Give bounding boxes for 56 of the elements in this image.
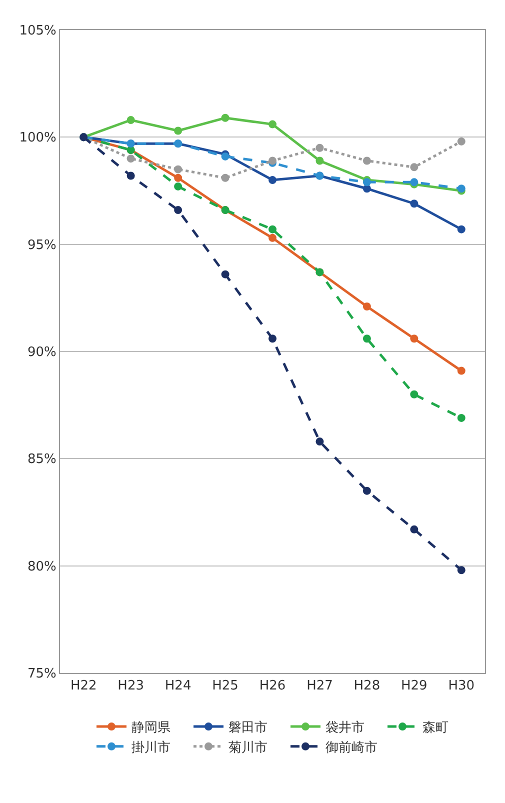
point	[457, 414, 466, 422]
y-tick-label: 80%	[27, 559, 56, 574]
x-tick-label: H22	[70, 678, 97, 694]
point	[362, 302, 371, 310]
point	[316, 438, 324, 446]
point	[126, 154, 135, 163]
point	[174, 126, 182, 135]
point	[457, 137, 466, 146]
y-tick-label: 100%	[19, 130, 56, 146]
legend-label: 袋井市	[326, 720, 364, 736]
x-tick-label: H26	[259, 678, 286, 694]
x-tick-label: H23	[118, 678, 144, 694]
point	[410, 200, 418, 208]
y-tick-label: 90%	[27, 345, 56, 360]
y-tick-label: 95%	[27, 238, 56, 253]
point	[174, 174, 182, 182]
point	[221, 174, 230, 182]
point	[457, 366, 466, 375]
x-tick-label: H24	[164, 678, 192, 694]
legend-label: 静岡県	[132, 720, 170, 736]
point	[221, 270, 230, 278]
x-tick-label: H27	[306, 678, 333, 694]
point	[410, 525, 418, 534]
point	[126, 172, 135, 180]
point	[268, 225, 276, 234]
point	[410, 163, 418, 172]
point	[268, 234, 276, 242]
legend-label: 掛川市	[132, 740, 170, 756]
point	[362, 334, 371, 343]
point	[362, 156, 371, 165]
x-tick-label: H25	[212, 678, 238, 694]
x-tick-label: H30	[448, 678, 475, 694]
point	[316, 144, 324, 152]
point	[410, 334, 418, 343]
y-tick-label: 75%	[27, 666, 56, 682]
point	[221, 114, 230, 122]
point	[174, 182, 182, 190]
point	[316, 156, 324, 165]
y-tick-label: 105%	[19, 24, 56, 39]
legend-label: 御前崎市	[326, 740, 378, 756]
point	[174, 206, 182, 214]
point	[457, 566, 466, 574]
point	[410, 390, 418, 398]
point	[174, 165, 182, 174]
x-tick-label: H28	[354, 678, 380, 694]
point	[126, 116, 135, 124]
point	[268, 334, 276, 343]
legend-label: 菊川市	[228, 740, 268, 756]
legend-label: 森町	[422, 720, 448, 736]
legend-label: 磐田市	[228, 720, 268, 736]
y-tick-label: 85%	[27, 452, 56, 468]
x-tick-label: H29	[401, 678, 428, 694]
point	[362, 486, 371, 495]
point	[457, 225, 466, 234]
point	[268, 176, 276, 184]
point	[268, 120, 276, 128]
